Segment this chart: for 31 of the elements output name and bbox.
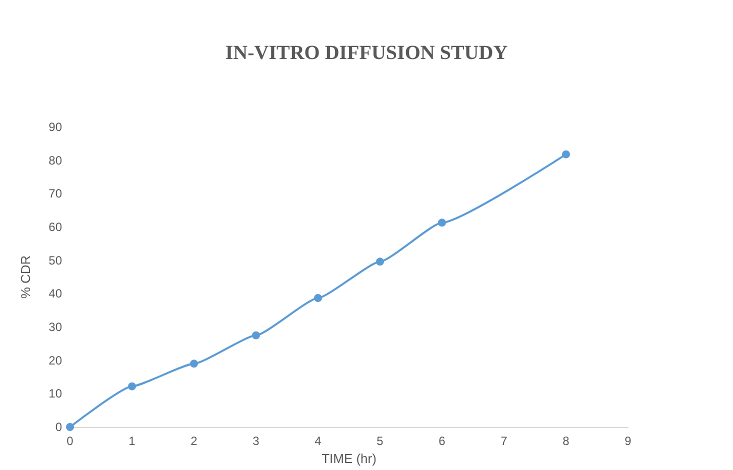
- x-tick-label: 0: [66, 434, 74, 448]
- y-tick-label: 60: [48, 220, 62, 234]
- point: [562, 150, 570, 158]
- y-tick-label: 70: [48, 186, 62, 201]
- x-tick-label: 9: [624, 434, 632, 448]
- y-tick-label: 50: [48, 253, 62, 268]
- y-tick-label: 20: [48, 353, 62, 368]
- point: [252, 331, 260, 340]
- x-tick-label: 4: [314, 434, 322, 448]
- x-tick-label: 8: [562, 434, 570, 448]
- point: [128, 382, 136, 390]
- point: [314, 294, 322, 302]
- x-tick-label: 1: [128, 434, 136, 448]
- x-axis-title: TIME (hr): [322, 450, 376, 466]
- point: [438, 218, 446, 227]
- x-tick-label: 3: [252, 434, 260, 448]
- y-tick-label: 10: [48, 386, 62, 401]
- x-tick-label: 5: [376, 434, 384, 448]
- y-tick-label: 0: [55, 420, 62, 434]
- point: [190, 360, 198, 368]
- x-tick-label: 6: [438, 434, 446, 448]
- point: [376, 258, 384, 266]
- y-tick-label: 40: [48, 286, 62, 301]
- y-tick-label: 30: [48, 320, 62, 334]
- point: [66, 423, 74, 431]
- chart-title: IN-VITRO DIFFUSION STUDY: [225, 42, 508, 64]
- y-axis-title: % CDR: [18, 255, 33, 299]
- y-tick-label: 90: [48, 120, 62, 134]
- y-tick-label: 80: [48, 153, 62, 168]
- x-tick-label: 2: [190, 434, 198, 448]
- x-tick-label: 7: [500, 434, 508, 448]
